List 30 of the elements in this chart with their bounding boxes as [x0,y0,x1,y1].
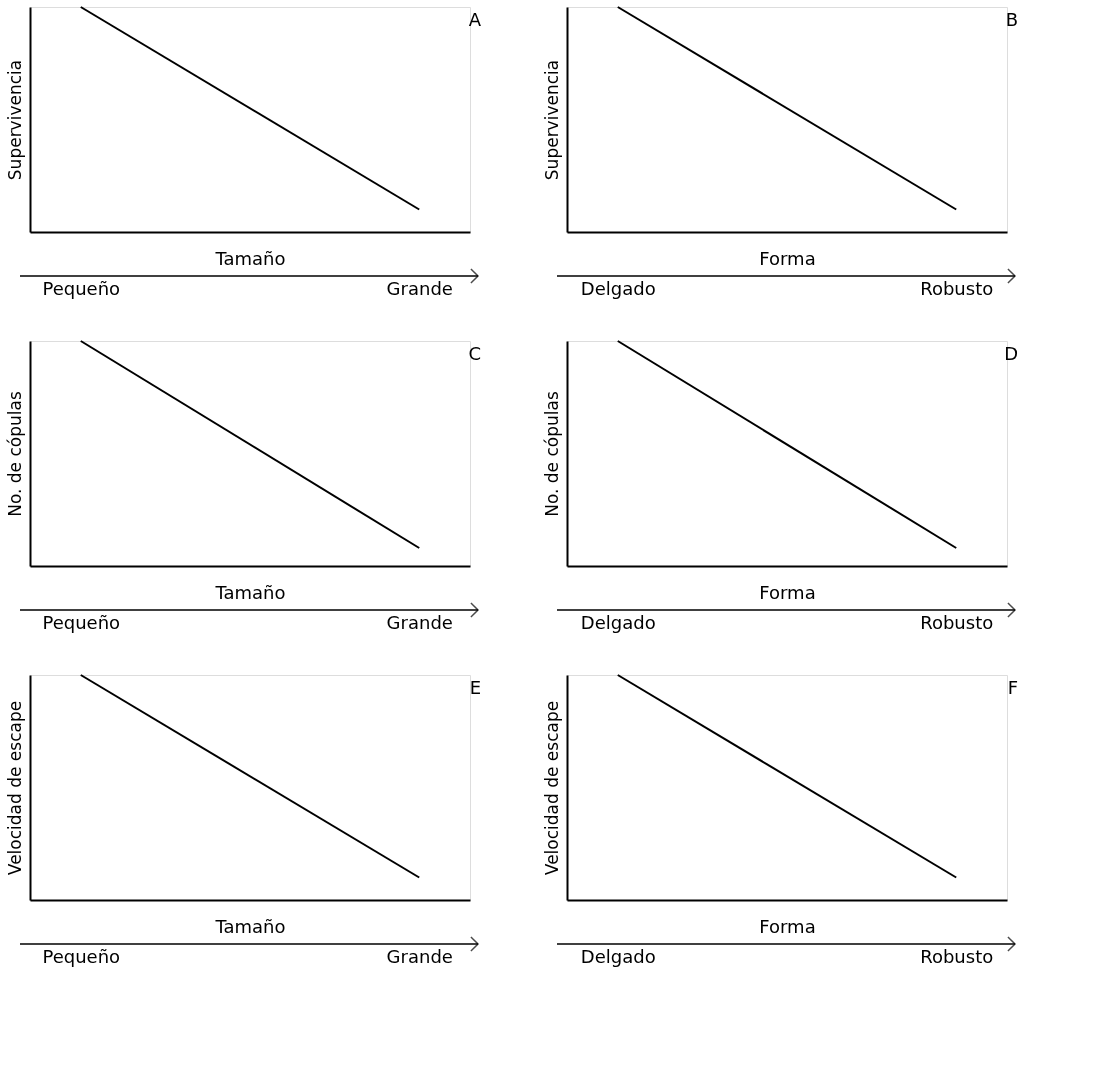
x-axis-title: Forma [759,247,816,269]
x-axis-title: Tamaño [214,915,286,937]
x-tick-label: Grande [386,611,453,633]
x-tick-label: Delgado [580,945,656,967]
x-axis-title: Forma [759,915,816,937]
x-axis-title: Tamaño [214,581,286,603]
x-tick-label: Grande [386,277,453,299]
chart-title: A [468,9,482,30]
y-axis-title: Velocidad de escape [4,700,25,876]
y-axis-title: Velocidad de escape [541,700,562,876]
y-axis-title: Supervivencia [4,59,25,181]
x-axis-title: Forma [759,581,816,603]
x-tick-label: Robusto [920,277,994,299]
y-axis-title: No. de cópulas [541,391,562,517]
x-tick-label: Grande [386,945,453,967]
x-tick-label: Robusto [920,611,994,633]
x-tick-label: Pequeño [42,945,121,967]
x-tick-label: Delgado [580,611,656,633]
x-tick-label: Pequeño [42,611,121,633]
y-axis-title: No. de cópulas [4,391,25,517]
chart-title: F [1007,677,1018,698]
chart-title: B [1005,9,1018,30]
x-tick-label: Delgado [580,277,656,299]
y-axis-title: Supervivencia [541,59,562,181]
chart-title: E [469,677,481,698]
x-axis-title: Tamaño [214,247,286,269]
chart-title: C [468,343,481,364]
x-tick-label: Pequeño [42,277,121,299]
x-tick-label: Robusto [920,945,994,967]
chart-title: D [1004,343,1018,364]
